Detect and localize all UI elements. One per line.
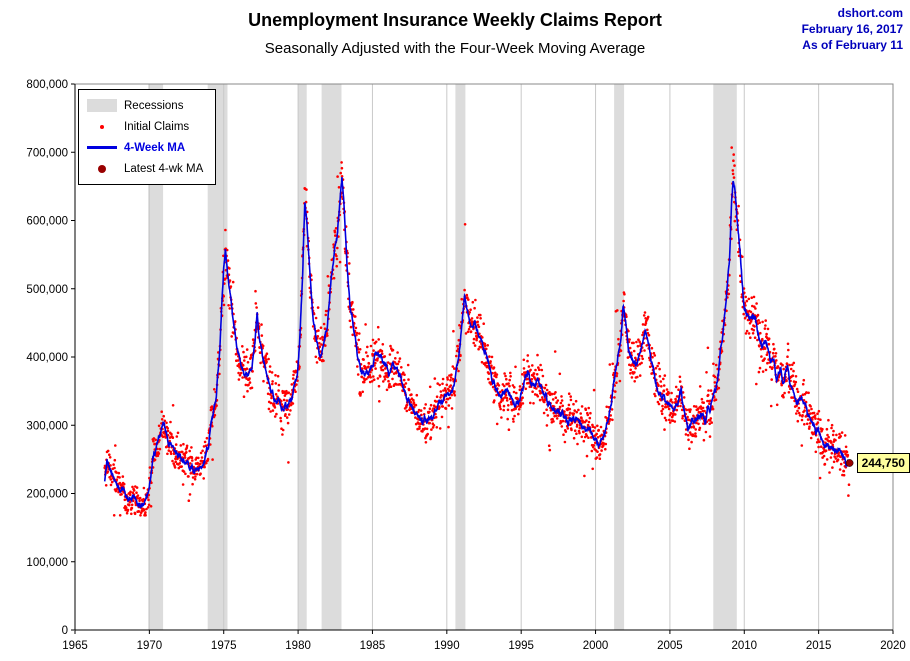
legend-label-initial-claims: Initial Claims [124,120,190,133]
x-tick-label: 2010 [731,640,757,652]
recession-band [207,84,228,630]
recession-band-swatch [87,99,117,112]
legend-label-recessions: Recessions [124,99,184,112]
y-tick-label: 100,000 [26,557,68,569]
x-tick-label: 2015 [806,640,832,652]
recession-band [298,84,307,630]
recession-band [321,84,342,630]
as-of-date: As of February 11 [802,38,903,52]
y-tick-label: 500,000 [26,284,68,296]
x-tick-label: 1975 [211,640,237,652]
four-week-ma-line [103,177,851,509]
legend: Recessions Initial Claims 4-Week MA Late… [78,89,217,185]
recession-band [614,84,625,630]
x-tick-label: 1985 [360,640,386,652]
x-tick-label: 1965 [62,640,88,652]
x-tick-label: 1995 [508,640,534,652]
source-site: dshort.com [837,6,903,20]
chart-subtitle: Seasonally Adjusted with the Four-Week M… [264,40,646,57]
y-tick-label: 300,000 [26,420,68,432]
latest-value-callout: 244,750 [856,452,910,473]
recession-band [148,84,164,630]
y-tick-label: 600,000 [26,216,68,228]
y-tick-label: 800,000 [26,79,68,91]
latest-ma-swatch [87,164,117,173]
source-stamp: dshort.com February 16, 2017 As of Febru… [802,5,903,53]
y-tick-label: 0 [62,625,68,637]
y-tick-label: 200,000 [26,489,68,501]
x-tick-label: 1970 [137,640,163,652]
legend-item-latest-ma: Latest 4-wk MA [87,158,203,179]
report-date: February 16, 2017 [801,22,903,36]
x-tick-label: 1980 [285,640,311,652]
x-tick-label: 1990 [434,640,460,652]
x-tick-label: 2005 [657,640,683,652]
y-tick-label: 700,000 [26,147,68,159]
x-tick-label: 2020 [880,640,906,652]
latest-ma-dot [845,459,854,467]
y-tick-label: 400,000 [26,352,68,364]
legend-label-four-week-ma: 4-Week MA [124,141,186,154]
legend-item-recessions: Recessions [87,95,203,116]
legend-item-initial-claims: Initial Claims [87,116,203,137]
x-tick-label: 2000 [583,640,609,652]
chart-title: Unemployment Insurance Weekly Claims Rep… [248,10,662,30]
legend-label-latest-ma: Latest 4-wk MA [124,162,204,175]
ma-line-swatch [87,146,117,149]
legend-item-four-week-ma: 4-Week MA [87,137,203,158]
initial-claims-swatch [87,124,117,129]
